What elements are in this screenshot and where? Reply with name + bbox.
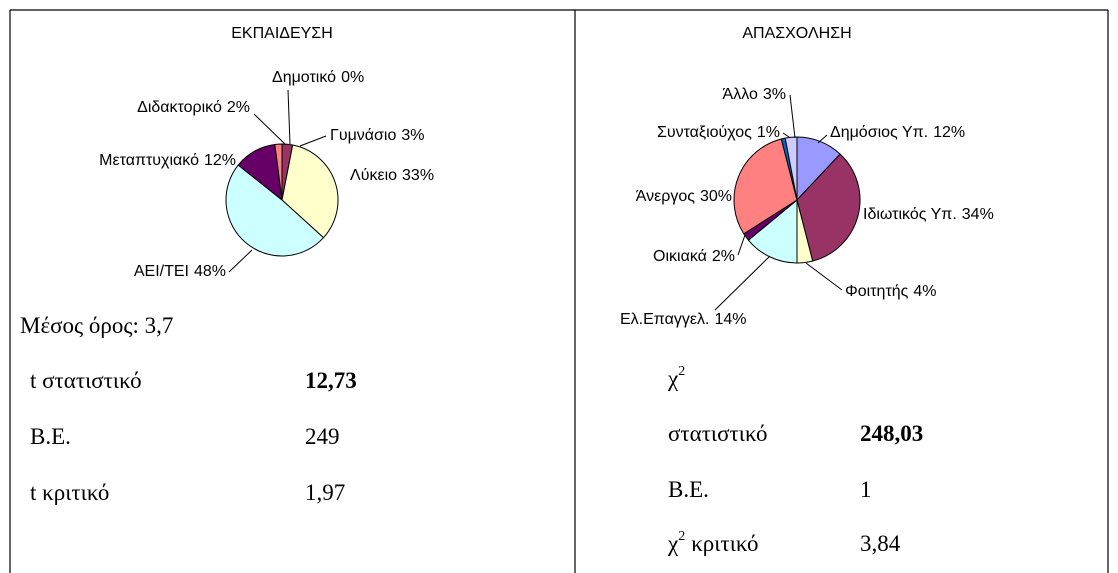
stat-label: t κριτικό xyxy=(30,480,109,505)
category: Ελ.Επαγγελ. xyxy=(620,311,709,328)
superscript: 2 xyxy=(678,529,685,544)
slice-label: Ελ.Επαγγελ. 14% xyxy=(620,311,746,328)
slice-label: Μεταπτυχιακό 12% xyxy=(99,152,236,169)
value-label: 34% xyxy=(962,206,994,223)
value-label: 1% xyxy=(757,124,780,141)
value-label: 12% xyxy=(204,152,236,169)
pie-slice xyxy=(747,198,798,264)
leader-line xyxy=(253,113,287,146)
leader-line xyxy=(714,255,771,311)
value-label: 3% xyxy=(401,127,424,144)
stat-label: Β.Ε. xyxy=(668,477,709,502)
category: Μεταπτυχιακό xyxy=(99,152,199,169)
leader-line xyxy=(789,94,796,139)
pie-slice xyxy=(733,138,798,235)
category: Γυμνάσιο xyxy=(330,127,396,144)
slice-label: Λύκειο 33% xyxy=(350,167,434,184)
stat-value: 248,03 xyxy=(860,421,923,446)
stat-label: Β.Ε. xyxy=(30,424,71,449)
chart-title: ΕΚΠΑΙΔΕΥΣΗ xyxy=(231,25,333,42)
category: Άνεργος xyxy=(636,188,696,205)
leader-line xyxy=(737,234,746,256)
slice-label: Γυμνάσιο 3% xyxy=(330,127,424,144)
stat-label: t στατιστικό xyxy=(30,368,142,393)
stat-label: χ2 κριτικό xyxy=(667,529,759,556)
slice-label: Φοιτητής 4% xyxy=(845,283,937,300)
value-label: 30% xyxy=(700,188,732,205)
pie-slice xyxy=(274,143,283,201)
slice-label: Δημόσιος Υπ. 12% xyxy=(830,124,965,141)
leader-line xyxy=(228,249,253,273)
category: Φοιτητής xyxy=(845,283,909,300)
slice-label: Δημοτικό 0% xyxy=(272,69,364,86)
pie-slice xyxy=(225,164,325,257)
category: Ιδιωτικός Υπ. xyxy=(863,206,957,223)
value-label: 3% xyxy=(763,86,786,103)
pie-slice xyxy=(784,136,798,201)
pie-slice xyxy=(281,144,339,239)
category: Διδακτορικό xyxy=(137,99,222,116)
slice-label: Άλλο 3% xyxy=(723,86,786,103)
stat-value: 1,97 xyxy=(305,480,345,505)
leader-line xyxy=(817,134,828,144)
leader-line xyxy=(805,262,843,291)
stat-value: 1 xyxy=(860,477,872,502)
label: κριτικό xyxy=(691,531,758,556)
value-label: 12% xyxy=(933,124,965,141)
superscript: 2 xyxy=(678,364,685,379)
chart-title: ΑΠΑΣΧΟΛΗΣΗ xyxy=(742,25,851,42)
stat-value: 12,73 xyxy=(305,368,357,393)
stat-value: 3,84 xyxy=(860,531,901,556)
category: Συνταξιούχος xyxy=(657,124,752,141)
value-label: 2% xyxy=(712,248,735,265)
category: Δημόσιος Υπ. xyxy=(830,124,928,141)
value-label: 2% xyxy=(227,99,250,116)
slice-label: Συνταξιούχος 1% xyxy=(657,124,780,141)
symbol: χ xyxy=(667,531,679,556)
slice-label: Άνεργος 30% xyxy=(636,188,732,205)
chi-symbol: χ2 xyxy=(667,364,685,391)
value-label: 0% xyxy=(341,69,364,86)
value-label: 48% xyxy=(194,263,226,280)
slice-label: Οικιακά 2% xyxy=(653,248,735,265)
pie-slice xyxy=(796,153,861,262)
category: Δημοτικό xyxy=(272,69,336,86)
value-label: 14% xyxy=(714,311,746,328)
symbol: χ xyxy=(667,366,679,391)
stat-value: 249 xyxy=(305,424,340,449)
slice-label: Διδακτορικό 2% xyxy=(137,99,250,116)
category: ΑΕΙ/ΤΕΙ xyxy=(134,263,189,280)
category: Οικιακά xyxy=(653,248,707,265)
value-label: 4% xyxy=(913,283,936,300)
stat-label: στατιστικό xyxy=(668,421,768,446)
leader-line xyxy=(299,135,327,147)
category: Άλλο xyxy=(723,86,758,103)
slice-label: ΑΕΙ/ΤΕΙ 48% xyxy=(134,263,226,280)
category: Λύκειο xyxy=(350,167,397,184)
slice-label: Ιδιωτικός Υπ. 34% xyxy=(863,206,994,223)
mean: Μέσος όρος: 3,7 xyxy=(20,313,173,338)
value-label: 33% xyxy=(402,167,434,184)
leader-line xyxy=(287,89,291,145)
